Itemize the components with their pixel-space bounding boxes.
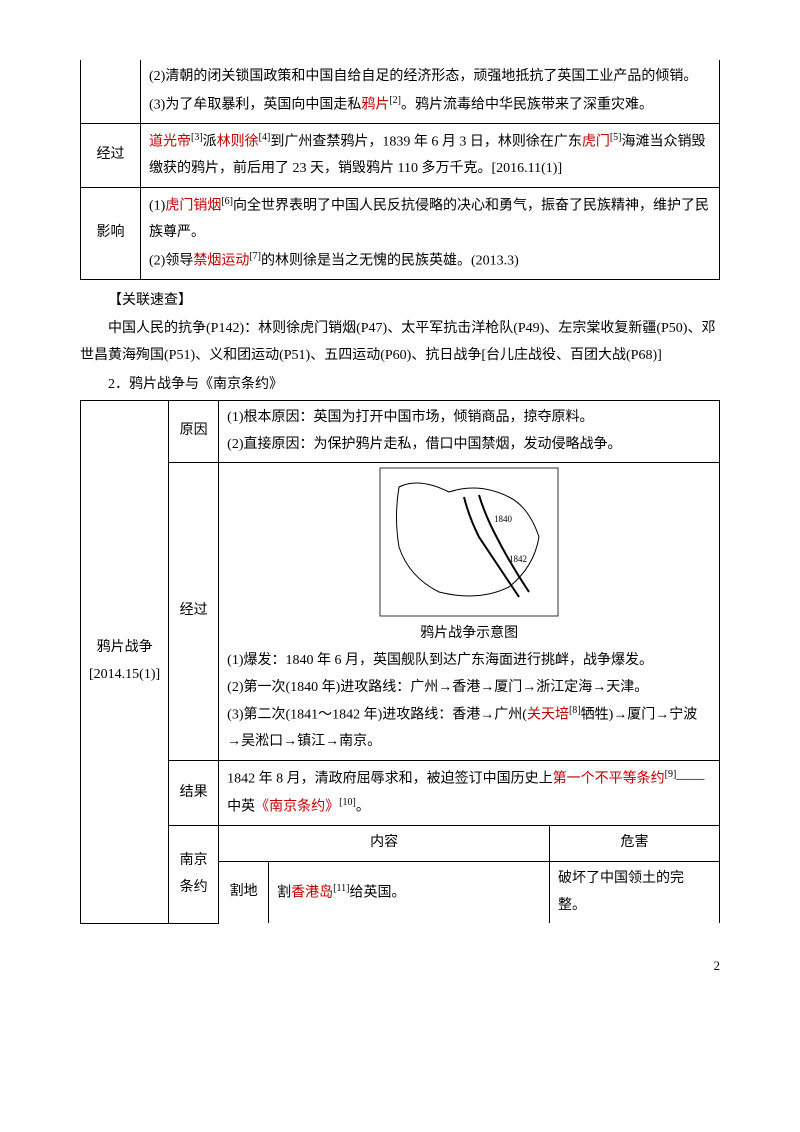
cell-process: 道光帝[3]派林则徐[4]到广州查禁鸦片，1839 年 6 月 3 日，林则徐在… xyxy=(141,123,720,187)
cell-process-label: 经过 xyxy=(169,463,219,761)
cell-bg-continued: (2)清朝的闭关锁国政策和中国自给自足的经济形态，顽强地抵抗了英国工业产品的倾销… xyxy=(141,60,720,123)
cell-impact: (1)虎门销烟[6]向全世界表明了中国人民反抗侵略的决心和勇气，振奋了民族精神，… xyxy=(141,187,720,279)
cell-result: 1842 年 8 月，清政府屈辱求和，被迫签订中国历史上第一个不平等条约[9]—… xyxy=(219,760,720,826)
cell-label-impact: 影响 xyxy=(81,187,141,279)
cell-nj-h1: 内容 xyxy=(219,826,550,862)
text: (3)第二次(1841～1842 年)进攻路线：香港→广州(关天培[8]牺牲)→… xyxy=(227,701,711,756)
cell-nj-h2: 危害 xyxy=(550,826,720,862)
cell-result-label: 结果 xyxy=(169,760,219,826)
cell-process-body: 1840 1842 鸦片战争示意图 (1)爆发：1840 年 6 月，英国舰队到… xyxy=(219,463,720,761)
text: (1)虎门销烟[6]向全世界表明了中国人民反抗侵略的决心和勇气，振奋了民族精神，… xyxy=(149,192,711,247)
cell-cause-label: 原因 xyxy=(169,401,219,463)
cell-empty xyxy=(81,60,141,123)
cell-nj-c1: 割地 xyxy=(219,862,269,924)
cell-nj-c2: 割香港岛[11]给英国。 xyxy=(269,862,550,924)
svg-text:1842: 1842 xyxy=(509,554,527,564)
cell-left-label: 鸦片战争[2014.15(1)] xyxy=(81,401,169,924)
table-humen: (2)清朝的闭关锁国政策和中国自给自足的经济形态，顽强地抵抗了英国工业产品的倾销… xyxy=(80,60,720,280)
cell-nj-c3: 破坏了中国领土的完整。 xyxy=(550,862,720,924)
cell-label-process: 经过 xyxy=(81,123,141,187)
table-opium-war: 鸦片战争[2014.15(1)] 原因 (1)根本原因：英国为打开中国市场，倾销… xyxy=(80,400,720,924)
map-caption: 鸦片战争示意图 xyxy=(227,621,711,648)
assoc-sub: 2．鸦片战争与《南京条约》 xyxy=(80,372,720,399)
page-number: 2 xyxy=(80,954,720,979)
text: (2)清朝的闭关锁国政策和中国自给自足的经济形态，顽强地抵抗了英国工业产品的倾销… xyxy=(149,64,711,91)
assoc-body: 中国人民的抗争(P142)：林则徐虎门销烟(P47)、太平军抗击洋枪队(P49)… xyxy=(80,316,720,369)
map-icon: 1840 1842 xyxy=(379,467,559,617)
cell-nanjing-label: 南京条约 xyxy=(169,826,219,923)
text: (2)领导禁烟运动[7]的林则徐是当之无愧的民族英雄。(2013.3) xyxy=(149,247,711,275)
cell-cause: (1)根本原因：英国为打开中国市场，倾销商品，掠夺原料。 (2)直接原因：为保护… xyxy=(219,401,720,463)
text: (3)为了牟取暴利，英国向中国走私鸦片[2]。鸦片流毒给中华民族带来了深重灾难。 xyxy=(149,91,711,119)
assoc-title: 【关联速查】 xyxy=(80,288,720,315)
svg-text:1840: 1840 xyxy=(494,514,513,524)
